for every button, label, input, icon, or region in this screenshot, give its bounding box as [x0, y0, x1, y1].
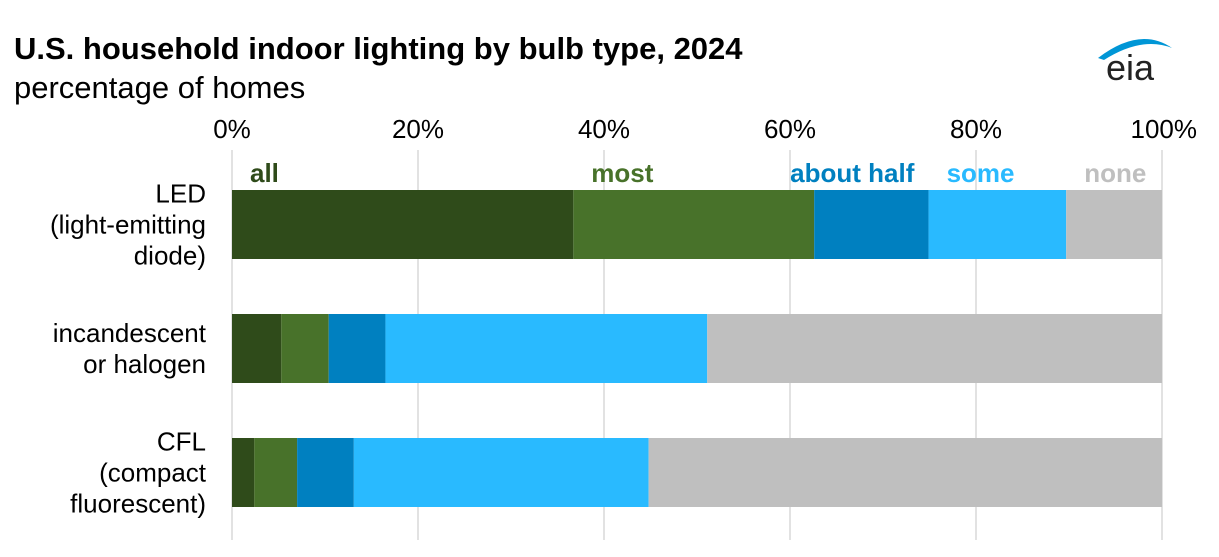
x-tick-label: 20% — [392, 114, 444, 144]
eia-logo: eia — [1098, 39, 1172, 88]
bar-segment — [254, 438, 298, 507]
bar-segment — [385, 314, 708, 383]
x-tick-label: 100% — [1131, 114, 1198, 144]
x-tick-label: 60% — [764, 114, 816, 144]
bar-segment — [353, 438, 649, 507]
legend: all most about half some none — [250, 158, 1146, 188]
x-tick-label: 80% — [950, 114, 1002, 144]
chart-subtitle: percentage of homes — [14, 70, 305, 105]
bar-segment — [232, 438, 255, 507]
bar-segment — [232, 314, 282, 383]
category-label: CFL (compact fluorescent) — [70, 427, 207, 519]
eia-logo-swoosh — [1098, 39, 1172, 60]
bar-segment — [1066, 190, 1162, 259]
x-tick-label: 40% — [578, 114, 630, 144]
bar-segment — [328, 314, 386, 383]
category-labels: LED (light-emitting diode) incandescent or h… — [50, 179, 207, 519]
legend-label: most — [591, 158, 653, 188]
category-label: incandescent or halogen — [53, 318, 207, 379]
bar-segment — [573, 190, 815, 259]
legend-label: some — [947, 158, 1015, 188]
eia-logo-text: eia — [1106, 47, 1155, 88]
legend-label: all — [250, 158, 279, 188]
bar-segment — [297, 438, 354, 507]
chart-title: U.S. household indoor lighting by bulb t… — [14, 31, 743, 66]
legend-label: about half — [790, 158, 915, 188]
bar-segment — [232, 190, 574, 259]
bar-segment — [648, 438, 1162, 507]
category-label: LED (light-emitting diode) — [50, 179, 206, 271]
bar-segment — [928, 190, 1067, 259]
x-axis-ticks: 0% 20% 40% 60% 80% 100% — [213, 114, 1197, 144]
bar-segment — [281, 314, 329, 383]
bars — [232, 190, 1162, 507]
bar-segment — [707, 314, 1162, 383]
bar-segment — [814, 190, 929, 259]
legend-label: none — [1084, 158, 1146, 188]
x-tick-label: 0% — [213, 114, 251, 144]
